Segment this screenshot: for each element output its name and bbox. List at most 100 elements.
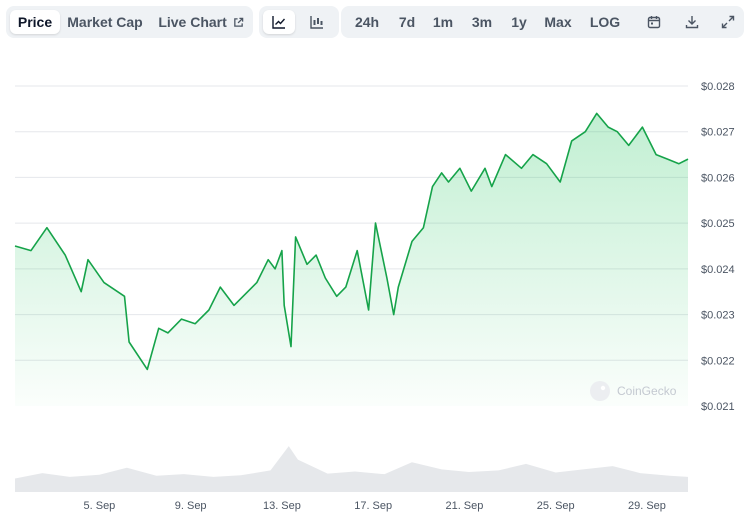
- price-point: [324, 277, 326, 279]
- price-point: [411, 241, 413, 243]
- price-point: [158, 327, 160, 329]
- y-tick-label: $0.021: [701, 401, 735, 413]
- range-group: 24h 7d 1m 3m 1y Max LOG: [341, 6, 744, 38]
- price-point: [167, 332, 169, 334]
- y-tick-label: $0.024: [701, 264, 735, 276]
- watermark-text: CoinGecko: [617, 384, 677, 398]
- price-point: [521, 167, 523, 169]
- range-max[interactable]: Max: [544, 14, 572, 30]
- candlestick-chart-icon: [310, 16, 323, 29]
- chart-type-group: [259, 6, 339, 38]
- price-point: [432, 186, 434, 188]
- price-point: [274, 268, 276, 270]
- price-point: [208, 309, 210, 311]
- price-point: [46, 227, 48, 229]
- download-button[interactable]: [676, 10, 708, 34]
- price-point: [64, 254, 66, 256]
- price-point: [559, 181, 561, 183]
- calendar-button[interactable]: [638, 10, 670, 34]
- coingecko-logo-icon: [590, 381, 610, 401]
- line-chart-icon: [272, 16, 286, 29]
- price-point: [281, 250, 283, 252]
- price-point: [448, 181, 450, 183]
- x-tick-label: 9. Sep: [175, 500, 207, 512]
- x-tick-label: 25. Sep: [537, 500, 575, 512]
- coingecko-logo-eye: [600, 385, 606, 391]
- y-tick-label: $0.028: [701, 81, 735, 93]
- tab-market-cap[interactable]: Market Cap: [67, 14, 143, 30]
- coingecko-watermark: CoinGecko: [590, 381, 677, 401]
- price-area-fill: [15, 113, 688, 407]
- volume-area: [15, 446, 688, 492]
- price-point: [491, 186, 493, 188]
- y-tick-label: $0.023: [701, 310, 735, 322]
- price-point: [283, 305, 285, 307]
- range-1m[interactable]: 1m: [432, 14, 454, 30]
- price-point: [220, 286, 222, 288]
- price-point: [628, 145, 630, 147]
- price-point: [147, 369, 149, 371]
- price-point: [103, 282, 105, 284]
- price-point: [233, 305, 235, 307]
- x-tick-label: 21. Sep: [445, 500, 483, 512]
- price-point: [128, 341, 130, 343]
- price-point: [423, 227, 425, 229]
- price-series-line: [14, 112, 689, 371]
- range-3m[interactable]: 3m: [471, 14, 493, 30]
- price-point: [124, 295, 126, 297]
- price-point: [336, 295, 338, 297]
- price-point: [505, 154, 507, 156]
- price-line: [14, 112, 689, 371]
- price-point: [315, 254, 317, 256]
- price-point: [470, 190, 472, 192]
- price-point: [375, 222, 377, 224]
- y-tick-label: $0.022: [701, 355, 735, 367]
- price-point: [194, 323, 196, 325]
- price-point: [484, 167, 486, 169]
- range-7d[interactable]: 7d: [398, 14, 416, 30]
- price-point: [678, 163, 680, 165]
- download-icon: [685, 16, 699, 29]
- x-tick-label: 13. Sep: [263, 500, 301, 512]
- price-point: [585, 131, 587, 133]
- price-point: [667, 158, 669, 160]
- tab-price[interactable]: Price: [10, 10, 60, 34]
- price-point: [247, 291, 249, 293]
- price-point: [256, 282, 258, 284]
- price-point: [546, 163, 548, 165]
- range-1y[interactable]: 1y: [511, 14, 527, 30]
- y-axis-labels: $0.021 $0.022 $0.023 $0.024 $0.025 $0.026 $0.0…: [701, 81, 735, 413]
- price-point: [397, 286, 399, 288]
- price-point: [441, 172, 443, 174]
- calendar-icon: [647, 16, 661, 29]
- log-scale-toggle[interactable]: LOG: [589, 14, 621, 30]
- candlestick-chart-button[interactable]: [301, 10, 333, 34]
- range-24h[interactable]: 24h: [354, 14, 380, 30]
- price-point: [607, 126, 609, 128]
- price-point: [30, 250, 32, 252]
- price-point: [393, 314, 395, 316]
- price-point: [290, 346, 292, 348]
- price-point: [386, 277, 388, 279]
- price-point: [356, 250, 358, 252]
- price-point: [267, 259, 269, 261]
- price-point: [295, 236, 297, 238]
- price-point: [571, 140, 573, 142]
- tab-live-chart-label: Live Chart: [158, 14, 227, 30]
- expand-button[interactable]: [712, 10, 744, 34]
- price-point: [687, 158, 689, 160]
- price-point: [306, 263, 308, 265]
- price-point: [368, 309, 370, 311]
- tab-live-chart[interactable]: Live Chart: [154, 10, 248, 34]
- y-tick-label: $0.026: [701, 172, 735, 184]
- price-point: [345, 286, 347, 288]
- price-point: [14, 245, 16, 247]
- price-point: [80, 291, 82, 293]
- price-point: [459, 167, 461, 169]
- x-tick-label: 17. Sep: [354, 500, 392, 512]
- line-chart-button[interactable]: [263, 10, 295, 34]
- price-area: [15, 113, 688, 407]
- expand-icon: [721, 15, 735, 29]
- price-point: [655, 154, 657, 156]
